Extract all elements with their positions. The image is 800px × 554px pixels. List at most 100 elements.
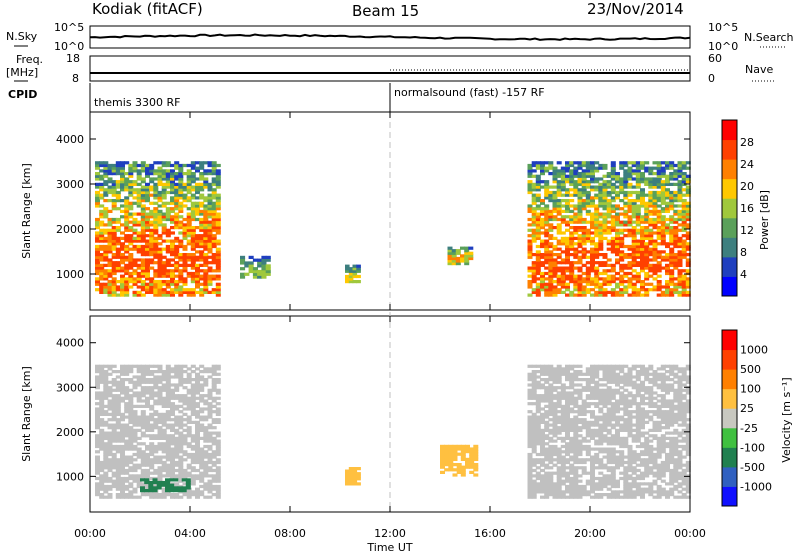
scatter-cell-4: [581, 226, 587, 230]
scatter-cell-4: [673, 244, 679, 249]
scatter-cell-4: [610, 466, 616, 470]
scatter-cell-0: [174, 372, 180, 376]
scatter-cell-0: [157, 263, 163, 267]
scatter-cell-0: [136, 212, 142, 216]
scatter-cell-0: [161, 163, 167, 168]
scatter-cell-4: [577, 447, 583, 451]
scatter-cell-4: [631, 285, 637, 289]
scatter-cell-4: [652, 185, 658, 189]
scatter-cell-4: [648, 172, 654, 176]
scatter-cell-0: [107, 380, 113, 384]
scatter-cell-4: [565, 201, 570, 205]
scatter-cell-0: [111, 255, 117, 259]
scatter-cell-0: [203, 244, 209, 249]
scatter-cell-0: [157, 161, 163, 165]
scatter-cell-4: [652, 285, 658, 289]
scatter-cell-4: [677, 242, 683, 246]
scatter-cell-0: [107, 463, 113, 467]
scatter-cell-0: [195, 431, 200, 435]
scatter-cell-0: [207, 169, 213, 173]
scatter-cell-0: [170, 244, 175, 249]
scatter-cell-0: [215, 226, 221, 230]
scatter-cell-0: [128, 484, 134, 489]
scatter-cell-4: [560, 188, 566, 192]
scatter-cell-4: [619, 415, 625, 419]
scatter-cell-4: [627, 215, 633, 219]
scatter-cell-4: [531, 431, 537, 435]
scatter-cell-4: [552, 375, 558, 379]
scatter-cell-0: [145, 282, 150, 286]
scatter-cell-0: [174, 375, 180, 379]
scatter-cell-0: [107, 407, 113, 411]
scatter-cell-0: [107, 166, 113, 170]
scatter-cell-0: [157, 460, 163, 465]
scatter-cell-0: [157, 234, 163, 238]
scatter-cell-4: [540, 201, 545, 205]
scatter-cell-0: [199, 375, 205, 379]
scatter-cell-0: [107, 185, 113, 189]
scatter-cell-0: [203, 428, 209, 432]
scatter-cell-0: [199, 269, 205, 273]
scatter-cell-4: [573, 166, 579, 170]
scatter-cell-4: [565, 169, 570, 173]
scatter-cell-4: [581, 234, 587, 238]
scatter-cell-4: [560, 169, 566, 173]
scatter-cell-4: [594, 212, 600, 216]
scatter-cell-3: [452, 473, 458, 477]
scatter-cell-4: [556, 182, 562, 186]
scatter-cell-0: [182, 204, 188, 208]
scatter-cell-0: [186, 293, 192, 297]
scatter-cell-0: [186, 288, 192, 292]
scatter-cell-0: [186, 428, 192, 432]
scatter-cell-0: [149, 447, 155, 451]
scatter-cell-4: [535, 250, 541, 254]
scatter-cell-4: [652, 207, 658, 211]
scatter-cell-4: [540, 450, 545, 454]
scatter-cell-0: [153, 412, 159, 416]
scatter-cell-0: [111, 455, 117, 459]
scatter-cell-0: [178, 174, 184, 178]
scatter-cell-0: [111, 277, 117, 281]
scatter-cell-0: [95, 418, 100, 422]
scatter-cell-0: [107, 434, 113, 438]
scatter-cell-4: [540, 166, 545, 170]
scatter-cell-4: [585, 479, 591, 483]
scatter-cell-4: [569, 490, 575, 494]
scatter-cell-4: [610, 460, 616, 465]
scatter-cell-0: [128, 436, 134, 440]
scatter-cell-4: [552, 439, 558, 443]
scatter-cell-0: [186, 415, 192, 419]
scatter-cell-4: [565, 474, 570, 478]
scatter-cell-0: [178, 215, 184, 219]
scatter-cell-0: [128, 444, 134, 449]
scatter-cell-0: [203, 261, 209, 265]
scatter-cell-0: [153, 185, 159, 189]
scatter-cell-4: [648, 201, 654, 205]
scatter-cell-1: [185, 486, 191, 490]
scatter-cell-0: [207, 402, 213, 406]
scatter-cell-0: [215, 269, 221, 273]
scatter-cell-4: [552, 274, 558, 278]
scatter-cell-4: [540, 458, 545, 462]
scatter-cell-0: [128, 407, 134, 411]
scatter-cell-4: [627, 493, 633, 497]
scatter-cell-0: [95, 277, 100, 281]
scatter-cell-4: [652, 372, 658, 376]
scatter-cell-4: [540, 418, 545, 422]
scatter-cell-4: [581, 468, 587, 473]
scatter-cell-0: [174, 442, 180, 446]
scatter-cell-1: [257, 272, 263, 276]
scatter-cell-0: [186, 274, 192, 278]
scatter-cell-4: [573, 444, 579, 449]
scatter-cell-4: [573, 439, 579, 443]
scatter-cell-0: [153, 209, 159, 213]
scatter-cell-4: [627, 172, 633, 176]
scatter-cell-4: [623, 212, 629, 216]
scatter-cell-0: [120, 423, 125, 427]
scatter-cell-4: [648, 455, 654, 459]
scatter-cell-0: [178, 269, 184, 273]
scatter-cell-0: [170, 196, 175, 200]
scatter-cell-4: [565, 479, 570, 483]
scatter-cell-4: [615, 442, 620, 446]
scatter-cell-0: [190, 404, 196, 408]
